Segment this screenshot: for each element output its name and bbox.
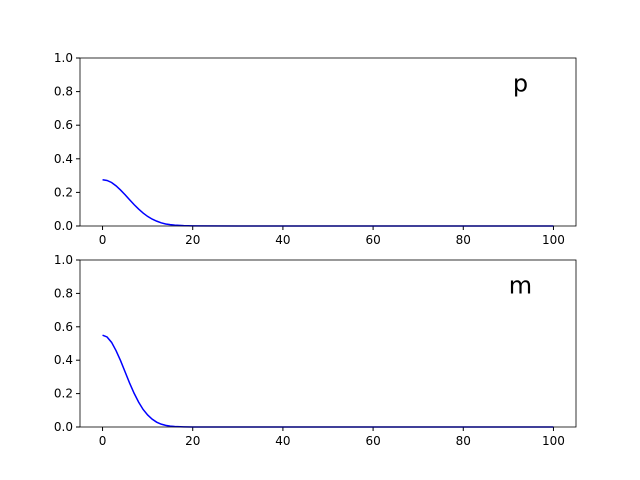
y-tick-label: 0.8 [54,286,73,300]
axes-frame [79,57,577,227]
subplot: 0.0 0.2 0.4 0.6 0.8 1.0 0 20 40 60 80 100 p [54,51,577,247]
y-tick-label: 0.2 [54,387,73,401]
x-tick-label: 100 [542,233,565,247]
y-tick-label: 1.0 [54,51,73,65]
annotation: p [513,70,528,98]
x-tick-label: 80 [456,434,471,448]
y-tick-label: 0.8 [54,85,73,99]
x-tick-label: 100 [542,434,565,448]
x-tick-label: 40 [275,434,290,448]
annotation: m [509,271,532,299]
y-tick-label: 0.6 [54,118,73,132]
y-tick-label: 0.4 [54,353,73,367]
y-tick-label: 0.0 [54,219,73,233]
data-line [102,179,554,227]
axes-frame [79,259,577,428]
y-tick-label: 0.2 [54,185,73,199]
x-tick-label: 60 [365,434,380,448]
y-tick-label: 1.0 [54,253,73,267]
x-tick-label: 20 [185,233,200,247]
x-tick-label: 80 [456,233,471,247]
y-tick-label: 0.0 [54,420,73,434]
y-tick-label: 0.6 [54,320,73,334]
x-tick-label: 0 [99,233,107,247]
subplot: 0.0 0.2 0.4 0.6 0.8 1.0 0 20 40 60 80 100 m [54,253,577,448]
x-tick-label: 40 [275,233,290,247]
x-tick-label: 0 [99,434,107,448]
data-line [102,334,554,428]
x-tick-label: 60 [365,233,380,247]
x-tick-label: 20 [185,434,200,448]
y-tick-label: 0.4 [54,152,73,166]
